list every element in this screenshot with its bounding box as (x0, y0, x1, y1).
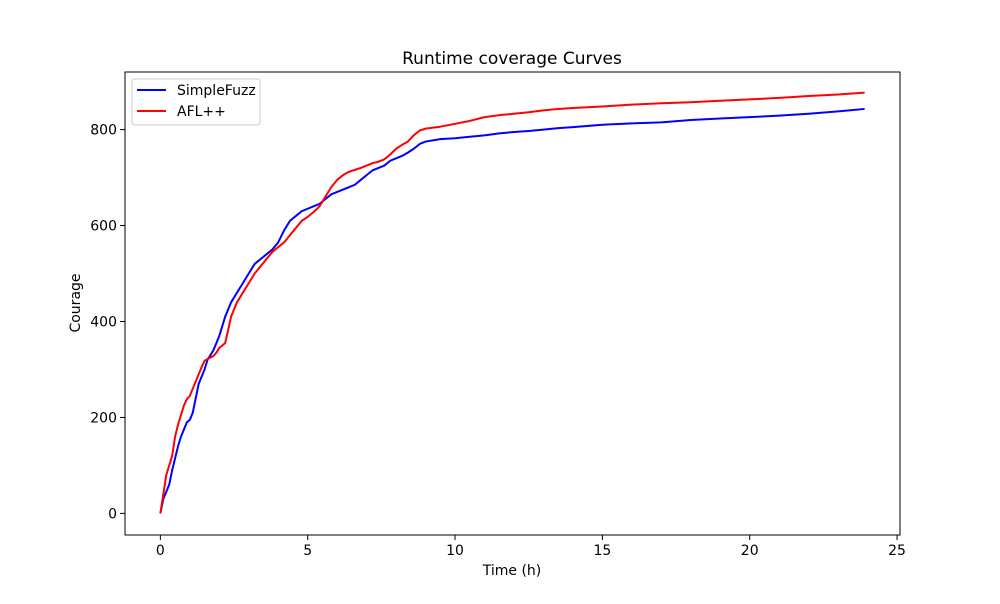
x-tick-label: 20 (741, 543, 759, 559)
x-tick-label: 10 (446, 543, 464, 559)
series-line-afl (159, 91, 865, 514)
chart-title: Runtime coverage Curves (402, 49, 622, 69)
plot-frame (124, 71, 901, 536)
y-tick-label: 800 (90, 123, 117, 139)
y-axis-label: Courage (68, 273, 84, 332)
y-tick-label: 0 (108, 506, 117, 522)
x-axis-label: Time (h) (482, 563, 542, 579)
series-layer (159, 91, 865, 514)
x-axis-ticks: 0 5 10 15 20 25 (156, 535, 906, 559)
y-axis-ticks: 0 200 400 600 800 (90, 123, 125, 522)
x-tick-label: 5 (303, 543, 312, 559)
x-tick-label: 25 (888, 543, 906, 559)
legend: SimpleFuzz AFL++ (131, 78, 261, 126)
y-tick-label: 200 (90, 410, 117, 426)
x-tick-label: 0 (156, 543, 165, 559)
x-tick-label: 15 (593, 543, 611, 559)
legend-label-simplefuzz: SimpleFuzz (177, 83, 256, 99)
legend-label-aflpp: AFL++ (177, 104, 226, 120)
y-tick-label: 600 (90, 219, 117, 235)
y-tick-label: 400 (90, 314, 117, 330)
